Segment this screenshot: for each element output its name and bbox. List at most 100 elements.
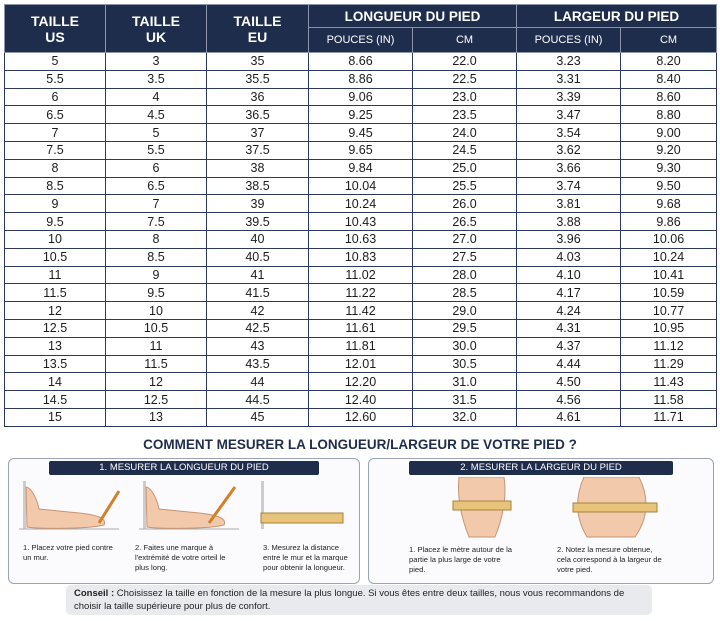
table-cell: 10.41 <box>620 265 718 285</box>
table-cell: 30.5 <box>411 354 518 374</box>
table-cell: 28.0 <box>411 265 518 285</box>
table-cell: 3.47 <box>516 105 622 125</box>
table-cell: 31.5 <box>411 390 518 409</box>
table-cell: 8.66 <box>308 52 413 71</box>
table-cell: 10.06 <box>620 229 718 249</box>
table-row: 8 6 38 9.84 25.0 3.66 9.30 <box>4 158 718 178</box>
table-cell: 10.24 <box>308 194 413 214</box>
table-cell: 10 <box>105 301 207 320</box>
step: 1. Placez votre pied contre un mur. <box>23 543 113 562</box>
table-row: 7 5 37 9.45 24.0 3.54 9.00 <box>4 123 718 142</box>
table-cell: 27.0 <box>411 229 518 249</box>
table-row: 5 3 35 8.66 22.0 3.23 8.20 <box>4 52 718 71</box>
table-row: 9 7 39 10.24 26.0 3.81 9.68 <box>4 194 718 214</box>
table-cell: 4.37 <box>516 336 622 356</box>
table-cell: 45 <box>206 407 309 427</box>
tip-box: Conseil : Choisissez la taille en foncti… <box>66 585 652 615</box>
table-row: 6.5 4.5 36.5 9.25 23.5 3.47 8.80 <box>4 105 718 125</box>
width-panel: 2. MESURER LA LARGEUR DU PIED 1. Placez … <box>368 458 714 584</box>
table-cell: 39.5 <box>206 212 309 231</box>
table-cell: 9.25 <box>308 105 413 125</box>
table-cell: 9.06 <box>308 87 413 107</box>
table-cell: 11 <box>4 265 106 285</box>
table-cell: 15 <box>4 407 106 427</box>
table-cell: 9.45 <box>308 123 413 142</box>
header: TAILLE US <box>31 12 79 45</box>
table-cell: 12 <box>4 301 106 320</box>
table-cell: 27.5 <box>411 247 518 267</box>
table-cell: 29.0 <box>411 301 518 320</box>
table-cell: 12.5 <box>4 318 106 338</box>
table-cell: 36.5 <box>206 105 309 125</box>
step: 3. Mesurez la distance entre le mur et l… <box>263 543 348 572</box>
table-cell: 26.5 <box>411 212 518 231</box>
table-cell: 3.81 <box>516 194 622 214</box>
table-row: 9.5 7.5 39.5 10.43 26.5 3.88 9.86 <box>4 212 718 231</box>
header: POUCES (IN) <box>308 27 413 53</box>
table-cell: 35 <box>206 52 309 71</box>
table-cell: 9 <box>105 265 207 285</box>
table-cell: 4.17 <box>516 283 622 303</box>
panel-title: 1. MESURER LA LONGUEUR DU PIED <box>49 461 319 475</box>
table-cell: 44.5 <box>206 390 309 409</box>
table-cell: 12 <box>105 372 207 392</box>
table-cell: 7 <box>4 123 106 142</box>
table-cell: 9.5 <box>4 212 106 231</box>
table-cell: 3.88 <box>516 212 622 231</box>
table-cell: 4.5 <box>105 105 207 125</box>
table-cell: 10.24 <box>620 247 718 267</box>
table-cell: 11.12 <box>620 336 718 356</box>
table-cell: 11 <box>105 336 207 356</box>
table-cell: 10.77 <box>620 301 718 320</box>
header-cell: TAILLE EU <box>206 4 309 53</box>
table-cell: 5.5 <box>4 69 106 89</box>
table-cell: 8 <box>4 158 106 178</box>
table-cell: 41 <box>206 265 309 285</box>
table-row: 15 13 45 12.60 32.0 4.61 11.71 <box>4 407 718 427</box>
table-cell: 22.0 <box>411 52 518 71</box>
header-cell: TAILLE US <box>4 4 106 53</box>
table-row: 12.5 10.5 42.5 11.61 29.5 4.31 10.95 <box>4 318 718 338</box>
table-row: 10 8 40 10.63 27.0 3.96 10.06 <box>4 229 718 249</box>
table-cell: 3.54 <box>516 123 622 142</box>
header: CM <box>411 27 518 53</box>
table-cell: 23.5 <box>411 105 518 125</box>
table-cell: 11.02 <box>308 265 413 285</box>
table-cell: 8.40 <box>620 69 718 89</box>
table-cell: 3.5 <box>105 69 207 89</box>
table-cell: 10.5 <box>105 318 207 338</box>
table-cell: 36 <box>206 87 309 107</box>
table-cell: 11.71 <box>620 407 718 427</box>
table-cell: 4.24 <box>516 301 622 320</box>
table-cell: 35.5 <box>206 69 309 89</box>
table-cell: 3.96 <box>516 229 622 249</box>
tip-text: Choisissez la taille en fonction de la m… <box>74 588 625 612</box>
table-cell: 4.56 <box>516 390 622 409</box>
table-cell: 39 <box>206 194 309 214</box>
table-cell: 44 <box>206 372 309 392</box>
table-cell: 3.66 <box>516 158 622 178</box>
table-cell: 9.68 <box>620 194 718 214</box>
table-cell: 13.5 <box>4 354 106 374</box>
table-cell: 8.80 <box>620 105 718 125</box>
table-cell: 10.43 <box>308 212 413 231</box>
table-cell: 40.5 <box>206 247 309 267</box>
illustrations <box>19 481 344 530</box>
table-cell: 8.5 <box>4 176 106 196</box>
table-row: 11 9 41 11.02 28.0 4.10 10.41 <box>4 265 718 285</box>
header: TAILLE UK <box>132 12 180 45</box>
table-cell: 22.5 <box>411 69 518 89</box>
table-cell: 5 <box>105 123 207 142</box>
table-row: 10.5 8.5 40.5 10.83 27.5 4.03 10.24 <box>4 247 718 267</box>
table-cell: 38 <box>206 158 309 178</box>
table-cell: 11.61 <box>308 318 413 338</box>
table-cell: 9.30 <box>620 158 718 178</box>
header: CM <box>620 27 718 53</box>
header: LONGUEUR DU PIED <box>307 4 518 28</box>
table-cell: 28.5 <box>411 283 518 303</box>
table-cell: 12.01 <box>308 354 413 374</box>
table-cell: 10.04 <box>308 176 413 196</box>
table-cell: 8 <box>105 229 207 249</box>
header: LARGEUR DU PIED <box>516 4 718 28</box>
